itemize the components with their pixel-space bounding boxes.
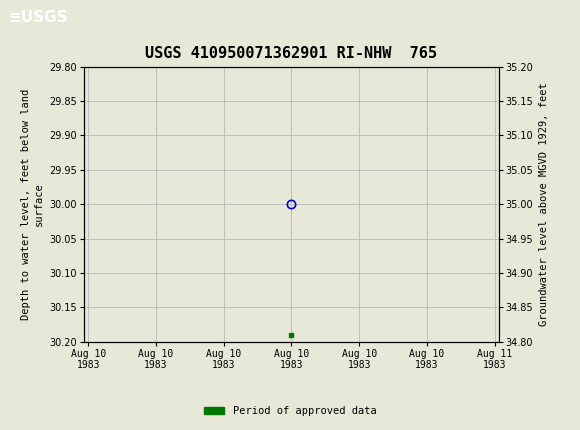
Y-axis label: Groundwater level above MGVD 1929, feet: Groundwater level above MGVD 1929, feet bbox=[539, 83, 549, 326]
Legend: Period of approved data: Period of approved data bbox=[200, 402, 380, 421]
Text: ≡USGS: ≡USGS bbox=[9, 10, 68, 25]
Y-axis label: Depth to water level, feet below land
surface: Depth to water level, feet below land su… bbox=[21, 89, 44, 320]
Title: USGS 410950071362901 RI-NHW  765: USGS 410950071362901 RI-NHW 765 bbox=[146, 46, 437, 61]
